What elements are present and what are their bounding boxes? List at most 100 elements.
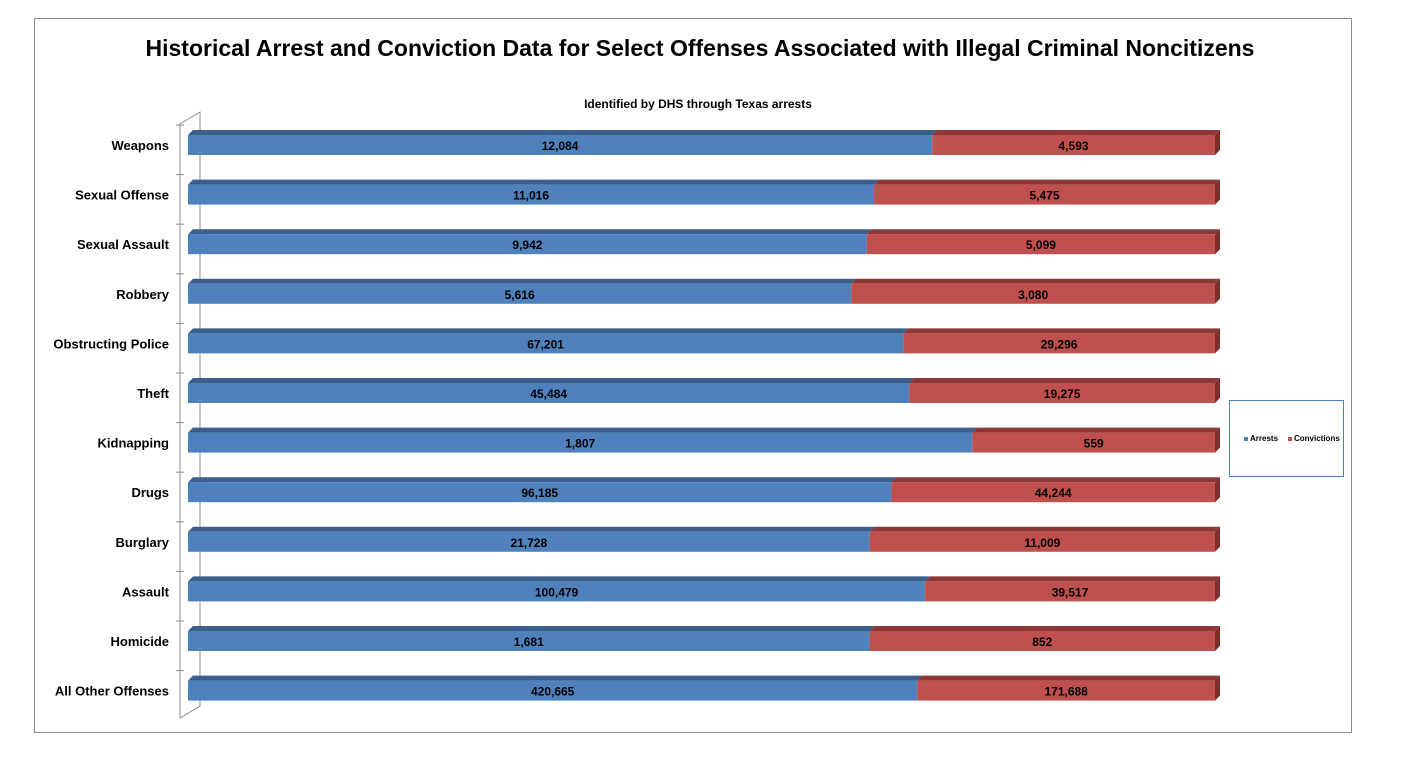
legend-item-arrests: Arrests: [1244, 434, 1278, 443]
bar-top-arrests-homicide: [188, 626, 875, 631]
bar-side-robbery: [1215, 278, 1220, 304]
data-label-arrests-theft: 45,484: [530, 387, 567, 401]
bar-top-convictions-obstructing-police: [903, 328, 1220, 334]
bar-convictions-all-other-offenses: [917, 680, 1215, 701]
bar-top-convictions-drugs: [891, 477, 1220, 483]
data-label-convictions-drugs: 44,244: [1035, 486, 1072, 500]
bar-top-convictions-weapons: [932, 130, 1220, 135]
bar-arrests-sexual-offense: [188, 184, 875, 205]
bar-arrests-weapons: [188, 135, 933, 155]
bar-side-theft: [1215, 378, 1220, 403]
bar-arrests-assault: [188, 581, 926, 602]
chart-subtitle: Identified by DHS through Texas arrests: [584, 97, 812, 111]
bar-convictions-sexual-assault: [866, 234, 1215, 255]
category-label-assault: Assault: [122, 584, 170, 599]
bar-top-convictions-theft: [909, 378, 1220, 383]
category-label-drugs: Drugs: [131, 485, 169, 500]
data-label-convictions-assault: 39,517: [1052, 585, 1089, 599]
bar-arrests-burglary: [188, 531, 870, 552]
bar-side-sexual-assault: [1215, 229, 1220, 255]
bar-arrests-obstructing-police: [188, 333, 904, 354]
category-label-obstructing-police: Obstructing Police: [53, 336, 169, 351]
bar-top-convictions-burglary: [869, 526, 1220, 532]
bar-convictions-sexual-offense: [874, 184, 1215, 205]
data-label-convictions-homicide: 852: [1032, 635, 1052, 649]
data-label-arrests-drugs: 96,185: [521, 486, 558, 500]
bar-top-convictions-sexual-assault: [866, 229, 1220, 235]
data-label-convictions-obstructing-police: 29,296: [1041, 337, 1078, 351]
legend-item-convictions: Convictions: [1288, 434, 1340, 443]
bar-top-arrests-assault: [188, 576, 931, 582]
bar-top-convictions-homicide: [869, 626, 1220, 631]
bar-side-assault: [1215, 576, 1220, 602]
bar-side-drugs: [1215, 477, 1220, 503]
category-label-sexual-offense: Sexual Offense: [75, 188, 169, 203]
category-label-theft: Theft: [137, 386, 169, 401]
bar-arrests-all-other-offenses: [188, 680, 918, 701]
data-label-convictions-burglary: 11,009: [1024, 536, 1060, 550]
bar-convictions-burglary: [869, 531, 1215, 552]
data-label-convictions-theft: 19,275: [1044, 387, 1081, 401]
legend-swatch-arrests: [1244, 436, 1248, 441]
category-label-weapons: Weapons: [111, 138, 169, 153]
bar-top-convictions-sexual-offense: [874, 179, 1220, 185]
bar-arrests-sexual-assault: [188, 234, 867, 255]
bar-arrests-homicide: [188, 631, 870, 651]
data-label-arrests-sexual-offense: 11,016: [513, 189, 549, 203]
legend-label-convictions: Convictions: [1294, 434, 1340, 443]
bar-side-obstructing-police: [1215, 328, 1220, 354]
bar-convictions-drugs: [891, 482, 1215, 503]
bar-top-arrests-robbery: [188, 278, 857, 284]
data-label-arrests-weapons: 12,084: [542, 139, 579, 153]
bar-convictions-assault: [925, 581, 1215, 602]
bar-top-arrests-sexual-offense: [188, 179, 880, 185]
bar-convictions-robbery: [851, 283, 1215, 304]
data-label-arrests-burglary: 21,728: [510, 536, 547, 550]
data-label-arrests-assault: 100,479: [535, 585, 579, 599]
category-label-robbery: Robbery: [116, 287, 170, 302]
data-label-convictions-all-other-offenses: 171,688: [1044, 685, 1088, 699]
legend-swatch-convictions: [1288, 436, 1292, 441]
data-label-arrests-sexual-assault: 9,942: [512, 238, 542, 252]
data-label-arrests-kidnapping: 1,807: [565, 437, 595, 451]
data-label-convictions-kidnapping: 559: [1084, 437, 1104, 451]
bar-top-arrests-sexual-assault: [188, 229, 872, 235]
legend-label-arrests: Arrests: [1250, 434, 1279, 443]
data-label-arrests-obstructing-police: 67,201: [527, 337, 564, 351]
bar-side-homicide: [1215, 626, 1220, 651]
bar-convictions-kidnapping: [972, 432, 1215, 453]
bar-convictions-weapons: [932, 135, 1215, 155]
bar-side-all-other-offenses: [1215, 675, 1220, 701]
bar-arrests-theft: [188, 383, 910, 403]
data-label-convictions-sexual-assault: 5,099: [1026, 238, 1056, 252]
bar-side-sexual-offense: [1215, 179, 1220, 205]
bar-top-convictions-assault: [925, 576, 1220, 582]
bar-top-arrests-burglary: [188, 526, 875, 532]
bar-convictions-homicide: [869, 631, 1215, 651]
category-label-burglary: Burglary: [116, 535, 170, 550]
bar-convictions-obstructing-police: [903, 333, 1215, 354]
category-axis-wall: [179, 111, 201, 719]
bar-side-weapons: [1215, 130, 1220, 155]
bar-top-convictions-all-other-offenses: [917, 675, 1220, 681]
category-label-sexual-assault: Sexual Assault: [77, 237, 170, 252]
data-label-arrests-all-other-offenses: 420,665: [531, 685, 575, 699]
data-label-convictions-robbery: 3,080: [1018, 288, 1048, 302]
bar-top-arrests-weapons: [188, 130, 938, 135]
bar-top-arrests-drugs: [188, 477, 897, 483]
category-label-homicide: Homicide: [110, 634, 169, 649]
bar-side-burglary: [1215, 526, 1220, 552]
bar-convictions-theft: [909, 383, 1215, 403]
bar-top-arrests-obstructing-police: [188, 328, 909, 334]
legend: Arrests Convictions: [1229, 400, 1344, 477]
data-label-convictions-weapons: 4,593: [1059, 139, 1089, 153]
bar-arrests-kidnapping: [188, 432, 973, 453]
category-label-all-other-offenses: All Other Offenses: [55, 684, 169, 699]
data-label-arrests-homicide: 1,681: [514, 635, 544, 649]
data-label-arrests-robbery: 5,616: [505, 288, 535, 302]
chart-title: Historical Arrest and Conviction Data fo…: [145, 35, 1255, 61]
bar-top-arrests-theft: [188, 378, 915, 383]
bar-top-convictions-kidnapping: [972, 427, 1220, 433]
bar-top-arrests-all-other-offenses: [188, 675, 923, 681]
category-label-kidnapping: Kidnapping: [98, 436, 170, 451]
